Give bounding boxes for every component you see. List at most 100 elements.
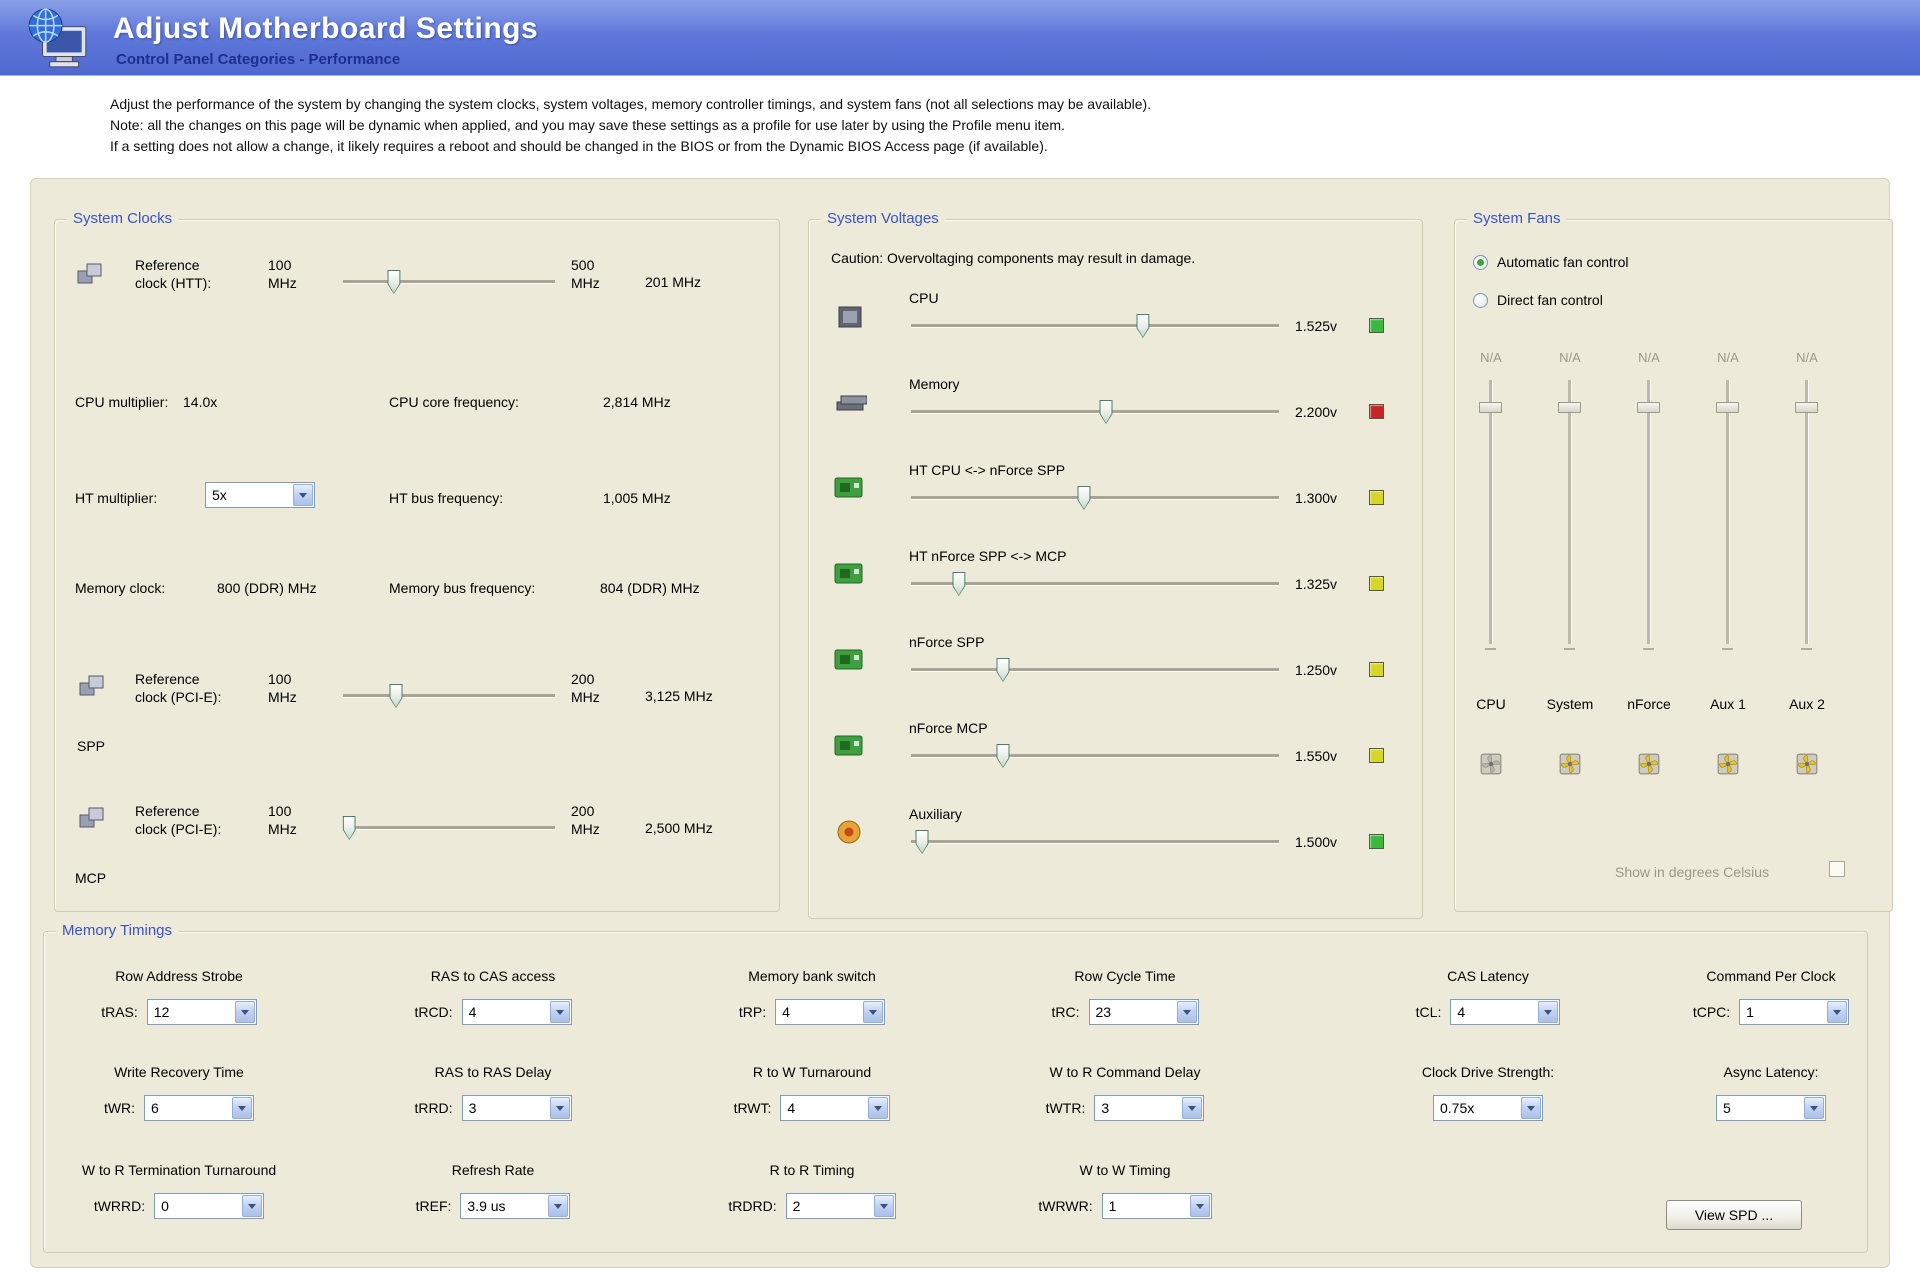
auxiliary-voltage-slider[interactable] bbox=[911, 830, 1279, 854]
dropdown-arrow-icon[interactable] bbox=[242, 1195, 263, 1217]
automatic-fan-control-radio[interactable]: Automatic fan control bbox=[1473, 254, 1629, 270]
ht-spp-mcp-voltage-slider[interactable] bbox=[911, 572, 1279, 596]
twtr-select[interactable]: 3 bbox=[1094, 1095, 1205, 1121]
trc-select[interactable]: 23 bbox=[1088, 999, 1199, 1025]
twrwr-select[interactable]: 1 bbox=[1101, 1193, 1212, 1219]
ht-link-icon bbox=[833, 474, 865, 507]
slider-thumb[interactable] bbox=[387, 270, 401, 294]
breadcrumb: Control Panel Categories - Performance bbox=[116, 51, 401, 68]
slider-thumb[interactable] bbox=[1479, 402, 1502, 413]
direct-fan-control-radio[interactable]: Direct fan control bbox=[1473, 292, 1603, 308]
dropdown-arrow-icon[interactable] bbox=[1189, 1195, 1210, 1217]
timing-param-label: tRP: bbox=[738, 1004, 767, 1020]
timing-value: 3 bbox=[468, 1100, 477, 1116]
htt-reference-clock-slider[interactable] bbox=[343, 270, 555, 294]
dropdown-arrow-icon[interactable] bbox=[234, 1001, 255, 1023]
fan-speed-slider[interactable] bbox=[1795, 380, 1819, 652]
trwt-select[interactable]: 4 bbox=[780, 1095, 891, 1121]
slider-track[interactable] bbox=[911, 840, 1279, 843]
slider-thumb[interactable] bbox=[915, 830, 929, 854]
tcl-select[interactable]: 4 bbox=[1450, 999, 1561, 1025]
slider-thumb[interactable] bbox=[952, 572, 966, 596]
header-banner: Adjust Motherboard Settings Control Pane… bbox=[0, 0, 1920, 76]
slider-track[interactable] bbox=[911, 410, 1279, 413]
trp-select[interactable]: 4 bbox=[775, 999, 886, 1025]
dropdown-arrow-icon[interactable] bbox=[232, 1097, 253, 1119]
clock-drive-strength-select[interactable]: 0.75x bbox=[1433, 1095, 1543, 1121]
fan-speed-slider[interactable] bbox=[1558, 380, 1582, 652]
slider-track[interactable] bbox=[1805, 380, 1808, 644]
cpu-voltage-slider[interactable] bbox=[911, 314, 1279, 338]
dropdown-arrow-icon[interactable] bbox=[868, 1097, 889, 1119]
nforce-spp-voltage-slider[interactable] bbox=[911, 658, 1279, 682]
nforce-mcp-voltage-slider[interactable] bbox=[911, 744, 1279, 768]
slider-thumb[interactable] bbox=[389, 684, 403, 708]
dropdown-arrow-icon[interactable] bbox=[1521, 1097, 1541, 1119]
fan-speed-slider[interactable] bbox=[1479, 380, 1503, 652]
fan-icon bbox=[1637, 752, 1661, 781]
slider-track[interactable] bbox=[911, 496, 1279, 499]
slider-track[interactable] bbox=[343, 694, 555, 697]
ht-multiplier-select[interactable]: 5x bbox=[205, 482, 315, 508]
slider-track[interactable] bbox=[911, 754, 1279, 757]
dropdown-arrow-icon[interactable] bbox=[548, 1195, 569, 1217]
mcp-reference-clock-slider[interactable] bbox=[342, 816, 555, 840]
view-spd-button[interactable]: View SPD ... bbox=[1666, 1200, 1802, 1230]
slider-track[interactable] bbox=[1489, 380, 1492, 644]
slider-track[interactable] bbox=[1568, 380, 1571, 644]
memory-clock-value: 800 (DDR) MHz bbox=[217, 580, 317, 596]
timing-param-label: tRRD: bbox=[414, 1100, 453, 1116]
slider-track[interactable] bbox=[1726, 380, 1729, 644]
ht-cpu-spp-voltage-slider[interactable] bbox=[911, 486, 1279, 510]
slider-thumb[interactable] bbox=[1637, 402, 1660, 413]
dropdown-arrow-icon[interactable] bbox=[1538, 1001, 1559, 1023]
slider-thumb[interactable] bbox=[996, 744, 1010, 768]
slider-thumb[interactable] bbox=[996, 658, 1010, 682]
slider-thumb[interactable] bbox=[1795, 402, 1818, 413]
memory-voltage-slider[interactable] bbox=[911, 400, 1279, 424]
slider-track[interactable] bbox=[343, 280, 555, 283]
async-latency-select[interactable]: 5 bbox=[1716, 1095, 1826, 1121]
slider-track[interactable] bbox=[1647, 380, 1650, 644]
slider-track[interactable] bbox=[911, 582, 1279, 585]
voltage-label: HT nForce SPP <-> MCP bbox=[909, 548, 1067, 564]
fan-icon bbox=[1479, 752, 1503, 781]
trrd-select[interactable]: 3 bbox=[461, 1095, 572, 1121]
tcpc-select[interactable]: 1 bbox=[1739, 999, 1850, 1025]
timing-cell-trdrd: R to R Timing tRDRD: 2 bbox=[682, 1162, 942, 1219]
voltage-value: 1.325v bbox=[1295, 576, 1338, 592]
dropdown-arrow-icon[interactable] bbox=[1827, 1001, 1848, 1023]
slider-thumb[interactable] bbox=[1099, 400, 1113, 424]
fan-speed-slider[interactable] bbox=[1637, 380, 1661, 652]
dropdown-arrow-icon[interactable] bbox=[863, 1001, 884, 1023]
slider-thumb[interactable] bbox=[1136, 314, 1150, 338]
dropdown-arrow-icon[interactable] bbox=[873, 1195, 894, 1217]
page-title: Adjust Motherboard Settings bbox=[113, 12, 539, 45]
dropdown-arrow-icon[interactable] bbox=[293, 484, 313, 506]
slider-thumb[interactable] bbox=[1558, 402, 1581, 413]
spp-reference-clock-slider[interactable] bbox=[343, 684, 555, 708]
slider-track[interactable] bbox=[343, 826, 555, 829]
slider-thumb[interactable] bbox=[342, 816, 356, 840]
tras-select[interactable]: 12 bbox=[146, 999, 257, 1025]
celsius-checkbox[interactable] bbox=[1829, 861, 1845, 877]
nforce-mcp-icon bbox=[833, 732, 865, 765]
twrrd-select[interactable]: 0 bbox=[154, 1193, 265, 1219]
spp-clock-label: Reference clock (PCI-E): bbox=[135, 671, 222, 705]
dropdown-arrow-icon[interactable] bbox=[549, 1097, 570, 1119]
fan-speed-slider[interactable] bbox=[1716, 380, 1740, 652]
dropdown-arrow-icon[interactable] bbox=[549, 1001, 570, 1023]
trdrd-select[interactable]: 2 bbox=[785, 1193, 896, 1219]
slider-thumb[interactable] bbox=[1077, 486, 1091, 510]
slider-track[interactable] bbox=[911, 668, 1279, 671]
trcd-select[interactable]: 4 bbox=[461, 999, 572, 1025]
timing-value: 1 bbox=[1108, 1198, 1117, 1214]
dropdown-arrow-icon[interactable] bbox=[1176, 1001, 1197, 1023]
tref-select[interactable]: 3.9 us bbox=[460, 1193, 571, 1219]
slider-thumb[interactable] bbox=[1716, 402, 1739, 413]
slider-track[interactable] bbox=[911, 324, 1279, 327]
dropdown-arrow-icon[interactable] bbox=[1804, 1097, 1824, 1119]
dropdown-arrow-icon[interactable] bbox=[1182, 1097, 1203, 1119]
twr-select[interactable]: 6 bbox=[144, 1095, 255, 1121]
radio-label: Automatic fan control bbox=[1497, 254, 1629, 270]
